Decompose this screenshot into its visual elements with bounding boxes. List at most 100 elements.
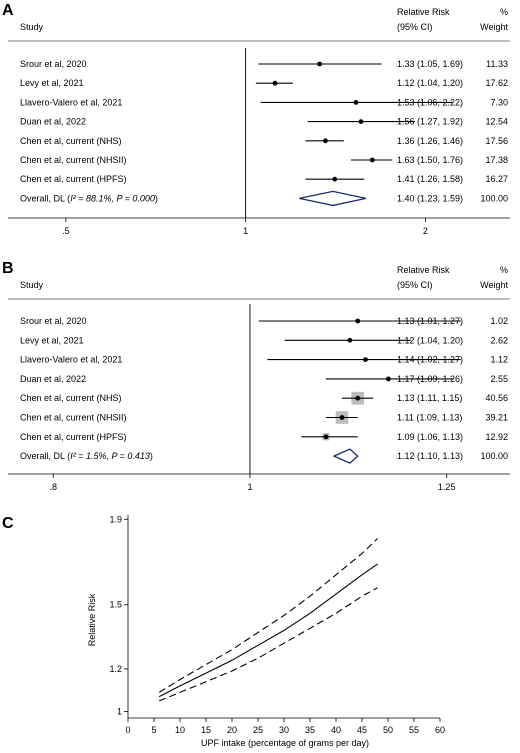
weight-value: 17.62 — [485, 78, 508, 88]
overall-diamond — [332, 448, 359, 464]
study-label: Duan et al, 2022 — [20, 117, 86, 127]
study-label: Levy et al, 2021 — [20, 335, 84, 345]
weight-value: 7.30 — [490, 97, 508, 107]
x-tick-label: 35 — [305, 725, 315, 735]
study-label: Chen et al, current (NHS) — [20, 136, 122, 146]
ci-value: 1.09 (1.06, 1.13) — [397, 432, 463, 442]
study-label: Llavero-Valero et al, 2021 — [20, 355, 122, 365]
study-label: Chen et al, current (NHS) — [20, 393, 122, 403]
header-pct: % — [500, 265, 508, 275]
ci-value: 1.63 (1.50, 1.76) — [397, 155, 463, 165]
x-axis-a: .5 1 2 — [8, 48, 510, 236]
point-estimate — [332, 176, 338, 182]
ci-value: 1.12 (1.04, 1.20) — [397, 335, 463, 345]
header-weight: Weight — [480, 22, 508, 32]
forest-rows-b: Srour et al, 2020 1.13 (1.01, 1.27) 1.02 Le… — [20, 316, 508, 464]
header-rr: Relative Risk — [397, 7, 450, 17]
overall-diamond — [299, 190, 367, 207]
weight-value: 2.62 — [490, 335, 508, 345]
study-label: Srour et al, 2020 — [20, 316, 87, 326]
point-estimate — [339, 415, 345, 420]
plot-area-c: 0 5 10 15 20 25 30 35 40 45 50 55 60 1 1.2 1.5 1.9 — [109, 514, 445, 735]
point-estimate — [355, 395, 361, 401]
x-axis-label: UPF intake (percentage of grams per day) — [201, 738, 369, 748]
panel-label-b: B — [2, 260, 14, 277]
overall-weight-value: 100.00 — [480, 451, 508, 461]
point-estimate — [322, 138, 328, 144]
x-tick-label: 15 — [201, 725, 211, 735]
point-estimate — [317, 61, 323, 67]
y-tick-label: 1 — [117, 707, 122, 717]
header-weight: Weight — [480, 280, 508, 290]
header-rr: Relative Risk — [397, 265, 450, 275]
study-label: Chen et al, current (NHSII) — [20, 413, 127, 423]
weight-value: 17.56 — [485, 136, 508, 146]
ci-value: 1.33 (1.05, 1.69) — [397, 59, 463, 69]
header-study: Study — [20, 22, 44, 32]
study-label: Levy et al, 2021 — [20, 78, 84, 88]
weight-value: 40.56 — [485, 393, 508, 403]
overall-ci-value: 1.40 (1.23, 1.59) — [397, 193, 463, 203]
weight-value: 2.55 — [490, 374, 508, 384]
x-tick-label: .5 — [62, 226, 70, 236]
x-tick-label: 50 — [383, 725, 393, 735]
weight-value: 12.92 — [485, 432, 508, 442]
x-tick-label: 45 — [357, 725, 367, 735]
y-tick-label: 1.9 — [109, 514, 122, 524]
weight-value: 12.54 — [485, 117, 508, 127]
x-tick-label: 2 — [423, 226, 428, 236]
y-axis-label: Relative Risk — [87, 593, 97, 646]
forest-rows-a: Srour et al, 2020 1.33 (1.05, 1.69) 11.33 L… — [20, 59, 508, 207]
study-label: Srour et al, 2020 — [20, 59, 87, 69]
study-label: Chen et al, current (HPFS) — [20, 432, 127, 442]
panel-label-c: C — [2, 515, 14, 532]
overall-weight-value: 100.00 — [480, 193, 508, 203]
point-estimate — [353, 100, 359, 105]
x-axis-b: .8 1 1.25 — [8, 304, 510, 492]
ci-value: 1.11 (1.09, 1.13) — [397, 413, 462, 423]
x-tick-label: 0 — [125, 725, 130, 735]
ci-value: 1.41 (1.26, 1.58) — [397, 174, 463, 184]
header-pct: % — [500, 7, 508, 17]
ci-value: 1.13 (1.11, 1.15) — [397, 393, 462, 403]
study-label: Chen et al, current (HPFS) — [20, 174, 127, 184]
point-estimate — [358, 119, 364, 124]
forest-plot-a: A Study Relative Risk (95% CI) % Weight … — [2, 2, 510, 236]
y-tick-label: 1.5 — [109, 600, 122, 610]
ci-value: 1.36 (1.26, 1.46) — [397, 136, 463, 146]
weight-value: 11.33 — [486, 59, 508, 69]
header-ci: (95% CI) — [397, 280, 433, 290]
weight-value: 1.12 — [490, 355, 508, 365]
weight-value: 1.02 — [490, 316, 508, 326]
overall-ci-value: 1.12 (1.10, 1.13) — [397, 451, 463, 461]
point-estimate — [385, 376, 391, 382]
point-estimate — [347, 337, 353, 343]
ci-value: 1.56 (1.27, 1.92) — [397, 117, 463, 127]
overall-label-part: Overall, DL ( — [20, 193, 70, 203]
header-study: Study — [20, 280, 44, 290]
study-label: Chen et al, current (NHSII) — [20, 155, 127, 165]
ci-value: 1.12 (1.04, 1.20) — [397, 78, 463, 88]
ci-value: 1.14 (1.02, 1.27) — [397, 355, 463, 365]
overall-label-part: P = 0.000 — [116, 193, 154, 203]
point-estimate — [272, 80, 278, 86]
forest-plot-b: B Study Relative Risk (95% CI) % Weight … — [2, 260, 510, 492]
weight-value: 17.38 — [485, 155, 508, 165]
panel-label-a: A — [2, 2, 14, 19]
dose-response-plot-c: C 0 5 10 15 20 25 30 35 40 45 50 55 60 1 1.2 1.5 1.9 UPF… — [2, 514, 445, 748]
overall-label-part: P = 0.413 — [111, 451, 149, 461]
overall-label-part: ) — [150, 451, 153, 461]
lower-ci-line — [158, 587, 378, 702]
study-label: Llavero-Valero et al, 2021 — [20, 97, 122, 107]
x-tick-label: 60 — [435, 725, 445, 735]
x-tick-label: 20 — [227, 725, 237, 735]
point-estimate — [355, 318, 361, 324]
overall-label: Overall, DL (I² = 1.5%, P = 0.413) — [20, 451, 153, 461]
overall-label: Overall, DL (I² = 88.1%, P = 0.000) — [20, 193, 158, 203]
study-label: Duan et al, 2022 — [20, 374, 86, 384]
point-estimate — [363, 357, 368, 362]
x-tick-label: 30 — [279, 725, 289, 735]
overall-label-part: I² = 1.5%, — [70, 451, 111, 461]
x-tick-label: .8 — [49, 482, 57, 492]
